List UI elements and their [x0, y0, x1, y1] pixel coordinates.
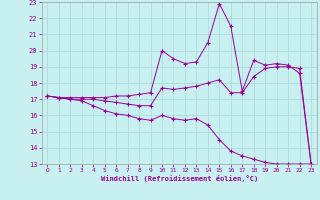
X-axis label: Windchill (Refroidissement éolien,°C): Windchill (Refroidissement éolien,°C) — [100, 175, 258, 182]
